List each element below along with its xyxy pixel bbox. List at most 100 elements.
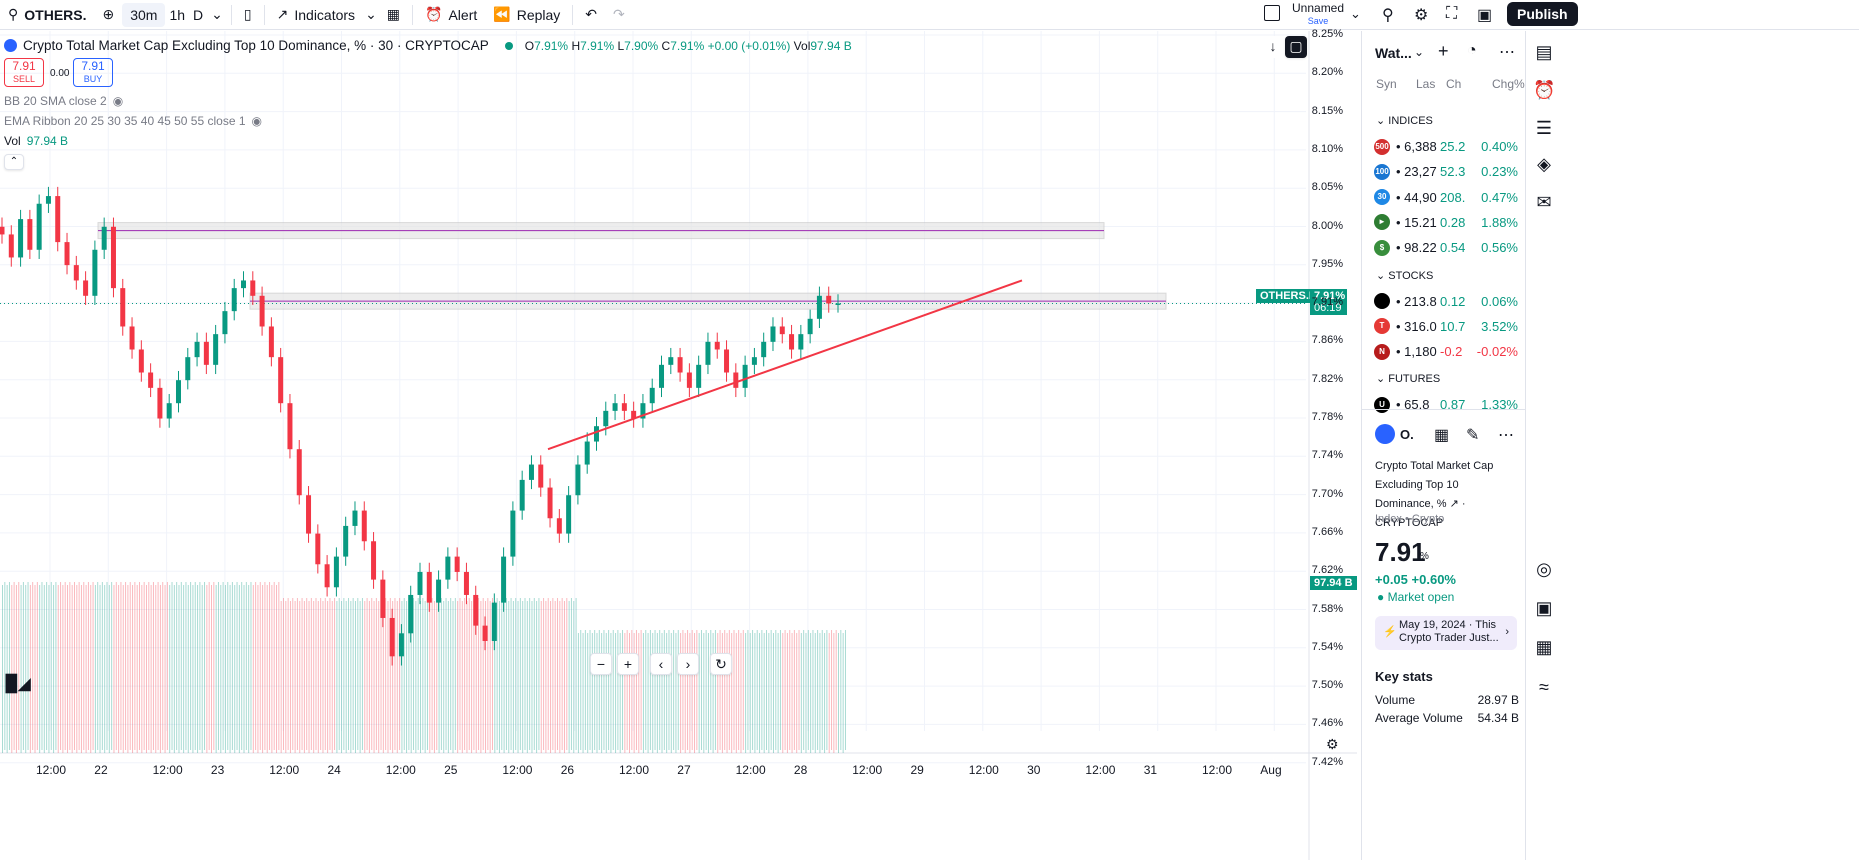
quick-search-icon[interactable]: ⚲ [1382, 7, 1394, 24]
column-last[interactable]: Las [1416, 77, 1436, 91]
indicator-bb[interactable]: BB 20 SMA close 2 ◉ [4, 94, 124, 108]
chevron-down-icon[interactable]: ⌄ [1350, 6, 1361, 21]
chevron-down-icon[interactable]: ⌄ [1414, 45, 1425, 59]
details-symbol[interactable]: O. [1400, 427, 1414, 442]
watchlist-row[interactable]: T • 316.0 10.7 3.52% [1362, 314, 1526, 339]
buy-button[interactable]: 7.91 BUY [73, 58, 113, 87]
indicator-ema-ribbon[interactable]: EMA Ribbon 20 25 30 35 40 45 50 55 close… [4, 114, 262, 128]
advanced-view-icon[interactable]: ◔ [1467, 42, 1477, 59]
watchlist-icon[interactable]: ▤ [1535, 42, 1553, 62]
volume-bar [559, 601, 561, 753]
alarm-clock-icon[interactable]: ⏰ [1533, 80, 1556, 100]
watchlist-row[interactable]: ► • 15.21 0.28 1.88% [1362, 210, 1526, 235]
watchlist-row[interactable]: • 213.8 0.12 0.06% [1362, 289, 1526, 314]
watchlist-row[interactable]: N • 1,180 -0.2 -0.02% [1362, 339, 1526, 364]
layouts-button[interactable]: ▦ [379, 0, 408, 30]
signal-icon[interactable]: ≈ [1539, 677, 1549, 697]
column-symbol[interactable]: Syn [1376, 77, 1397, 91]
volume-bar [255, 582, 257, 750]
interval-30m[interactable]: 30m [122, 2, 166, 27]
redo-button[interactable]: ↷ [605, 0, 633, 30]
chart-pane[interactable]: Crypto Total Market Cap Excluding Top 10… [0, 28, 1357, 860]
spread-value: 0.00 [50, 68, 70, 79]
chart-settings-icon[interactable]: ⚙ [1326, 736, 1339, 752]
sell-button[interactable]: 7.91 SELL [4, 58, 44, 87]
watchlist-row[interactable]: 30 • 44,90 208. 0.47% [1362, 185, 1526, 210]
interval-1h[interactable]: 1h [169, 6, 186, 23]
layout-icon[interactable] [1264, 5, 1280, 21]
collapse-legend-button[interactable]: ⌃ [4, 154, 24, 170]
volume-bar [90, 585, 92, 753]
column-change-pct[interactable]: Chg% [1492, 77, 1525, 91]
volume-bar [310, 598, 312, 750]
indicator-volume[interactable]: Vol 97.94 B [4, 134, 69, 148]
alert-button[interactable]: ⏰ Alert [417, 0, 485, 30]
scroll-right-button[interactable]: › [677, 653, 699, 675]
zoom-in-button[interactable]: + [617, 653, 639, 675]
news-item[interactable]: ⚡ May 19, 2024 · This Crypto Trader Just… [1375, 616, 1517, 650]
watchlist-section-futures[interactable]: ⌄ FUTURES [1376, 373, 1441, 386]
interval-d[interactable]: D [193, 6, 204, 23]
lightning-icon: ⚡ [1383, 626, 1397, 638]
scroll-left-button[interactable]: ‹ [650, 653, 672, 675]
apps-icon[interactable]: ▦ [1535, 637, 1553, 657]
replay-button[interactable]: ⏪ Replay [485, 0, 568, 30]
chart-type-button[interactable]: ▯ [236, 0, 260, 30]
layout-grid-icon[interactable]: ▦ [1434, 427, 1450, 444]
candle-body [519, 479, 525, 511]
watchlist-row[interactable]: 500 • 6,388 25.2 0.40% [1362, 134, 1526, 159]
watchlist-section-stocks[interactable]: ⌄ STOCKS [1376, 269, 1434, 282]
indicator-templates[interactable]: ⌄ [363, 0, 379, 30]
undo-button[interactable]: ↶ [577, 0, 605, 30]
exchange-link[interactable]: CRYPTOCAP [1375, 517, 1444, 529]
watchlist-section-indices[interactable]: ⌄ INDICES [1376, 115, 1433, 127]
scroll-down-button[interactable]: ↓ [1262, 36, 1284, 58]
watchlist-row[interactable]: $ • 98.22 0.54 0.56% [1362, 235, 1526, 260]
eye-off-icon[interactable]: ◉ [251, 114, 262, 128]
volume-bar [652, 633, 654, 753]
publish-button[interactable]: Publish [1507, 2, 1578, 26]
volume-bar [257, 585, 259, 753]
calendar-icon[interactable]: ▣ [1535, 598, 1553, 618]
watchlist-title[interactable]: Wat... [1375, 45, 1412, 61]
last-price: • 6,388 [1396, 139, 1437, 154]
target-icon[interactable]: ◎ [1536, 559, 1552, 579]
compare-button[interactable]: ⊕ [95, 0, 123, 30]
volume-bar [824, 633, 826, 753]
eye-off-icon[interactable]: ◉ [112, 94, 124, 108]
candles-icon: ▯ [243, 6, 252, 22]
more-icon[interactable]: ⋯ [1499, 44, 1515, 61]
divider [572, 4, 574, 25]
zoom-out-button[interactable]: − [590, 653, 612, 675]
volume-bar [640, 630, 642, 750]
external-link-icon[interactable]: ↗ [1449, 498, 1459, 510]
price-tick-label: 8.10% [1311, 142, 1343, 155]
object-tree-button[interactable]: ▢ [1285, 36, 1307, 58]
chat-icon[interactable]: ✉ [1536, 192, 1552, 212]
indicators-button[interactable]: ↗ Indicators [269, 0, 363, 30]
symbol-search[interactable]: ⚲ OTHERS. [0, 0, 95, 30]
more-icon[interactable]: ⋯ [1498, 427, 1514, 444]
column-change[interactable]: Ch [1446, 77, 1462, 91]
add-symbol-icon[interactable]: + [1438, 41, 1449, 61]
layers-icon[interactable]: ◈ [1537, 154, 1551, 174]
fullscreen-icon[interactable]: ⛶ [1446, 5, 1458, 22]
price-chart[interactable] [0, 31, 1357, 860]
layout-name-button[interactable]: Unnamed Save [1292, 2, 1344, 28]
last-price: • 65.8 [1396, 397, 1430, 413]
camera-icon[interactable]: ▣ [1477, 7, 1493, 24]
object-tree-icon[interactable]: ☰ [1535, 118, 1553, 138]
search-icon: ⚲ [8, 6, 19, 22]
reset-chart-button[interactable]: ↻ [710, 653, 732, 675]
edit-note-icon[interactable]: ✎ [1466, 427, 1480, 444]
watchlist-row[interactable]: U • 65.8 0.87 1.33% [1362, 392, 1526, 417]
volume-bar [649, 630, 651, 750]
watchlist-row[interactable]: 100 • 23,27 52.3 0.23% [1362, 159, 1526, 184]
volume-bar [287, 598, 289, 750]
settings-icon[interactable]: ⚙ [1414, 7, 1429, 24]
volume-bar [591, 633, 593, 753]
interval-dropdown[interactable]: ⌄ [207, 0, 227, 30]
volume-bar [645, 630, 647, 750]
price-tick-label: 7.86% [1311, 334, 1343, 347]
volume-bar [531, 601, 533, 753]
